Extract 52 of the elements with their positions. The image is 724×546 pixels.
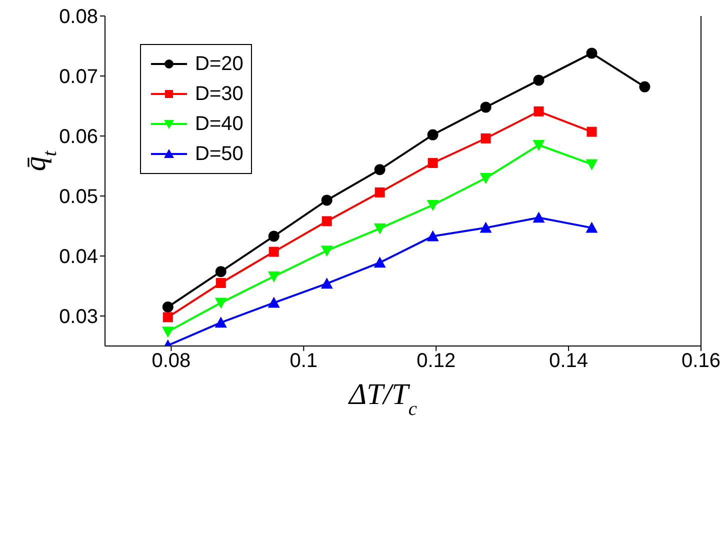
legend-label: D=40: [195, 112, 244, 136]
point: [268, 246, 279, 257]
point: [426, 230, 439, 242]
point: [374, 164, 386, 176]
point: [374, 256, 386, 268]
point: [162, 326, 174, 338]
point: [426, 200, 439, 211]
y-tick-label: 0.06: [59, 126, 98, 148]
point: [586, 222, 598, 233]
point: [428, 158, 438, 168]
point: [162, 312, 173, 322]
y-tick-label: 0.04: [59, 246, 98, 268]
point: [532, 212, 545, 223]
y-tick-label: 0.03: [59, 306, 98, 328]
point: [427, 129, 438, 140]
point: [320, 278, 333, 289]
point: [268, 296, 280, 308]
point: [533, 74, 544, 86]
point: [321, 194, 332, 206]
point: [586, 159, 598, 170]
point: [534, 106, 544, 116]
legend-label: D=50: [195, 142, 244, 166]
point: [216, 278, 226, 288]
point: [480, 133, 491, 144]
legend-label: D=20: [195, 52, 244, 76]
point: [162, 302, 174, 312]
point: [268, 230, 280, 242]
point: [322, 216, 332, 226]
x-tick-label: 0.14: [549, 350, 588, 372]
point: [214, 316, 227, 328]
x-tick-label: 0.1: [290, 350, 318, 372]
point: [480, 173, 492, 184]
point: [320, 246, 333, 257]
y-tick-label: 0.08: [59, 6, 98, 28]
x-tick-label: 0.12: [416, 350, 456, 372]
x-axis-title: ΔT/T$_{c}$: [348, 378, 418, 420]
point: [374, 187, 385, 198]
point: [532, 140, 545, 151]
point: [215, 266, 226, 278]
x-tick-label: 0.08: [152, 350, 191, 372]
legend-label: D=30: [195, 82, 244, 106]
point: [480, 102, 492, 113]
point: [374, 223, 386, 234]
point: [268, 271, 280, 282]
point: [639, 81, 650, 92]
point: [586, 126, 597, 137]
point: [480, 222, 492, 233]
y-tick-label: 0.07: [59, 66, 98, 88]
x-tick-label: 0.16: [682, 350, 720, 372]
point: [586, 48, 598, 59]
y-tick-label: 0.05: [59, 186, 98, 208]
point: [214, 298, 227, 309]
